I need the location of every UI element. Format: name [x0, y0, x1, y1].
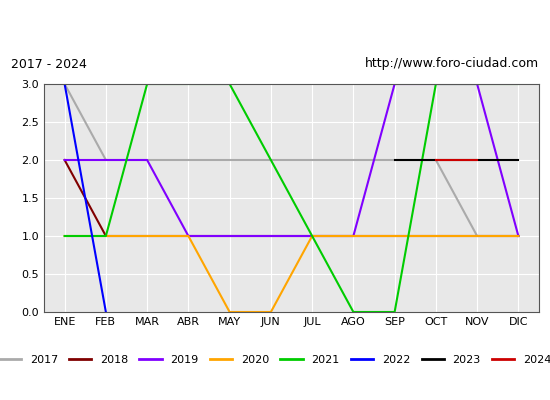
Text: 2017 - 2024: 2017 - 2024	[11, 58, 87, 70]
Legend: 2017, 2018, 2019, 2020, 2021, 2022, 2023, 2024: 2017, 2018, 2019, 2020, 2021, 2022, 2023…	[0, 350, 550, 370]
Text: Evolucion del paro registrado en Pozuelo de la Orden: Evolucion del paro registrado en Pozuelo…	[47, 16, 503, 32]
Text: http://www.foro-ciudad.com: http://www.foro-ciudad.com	[365, 58, 539, 70]
